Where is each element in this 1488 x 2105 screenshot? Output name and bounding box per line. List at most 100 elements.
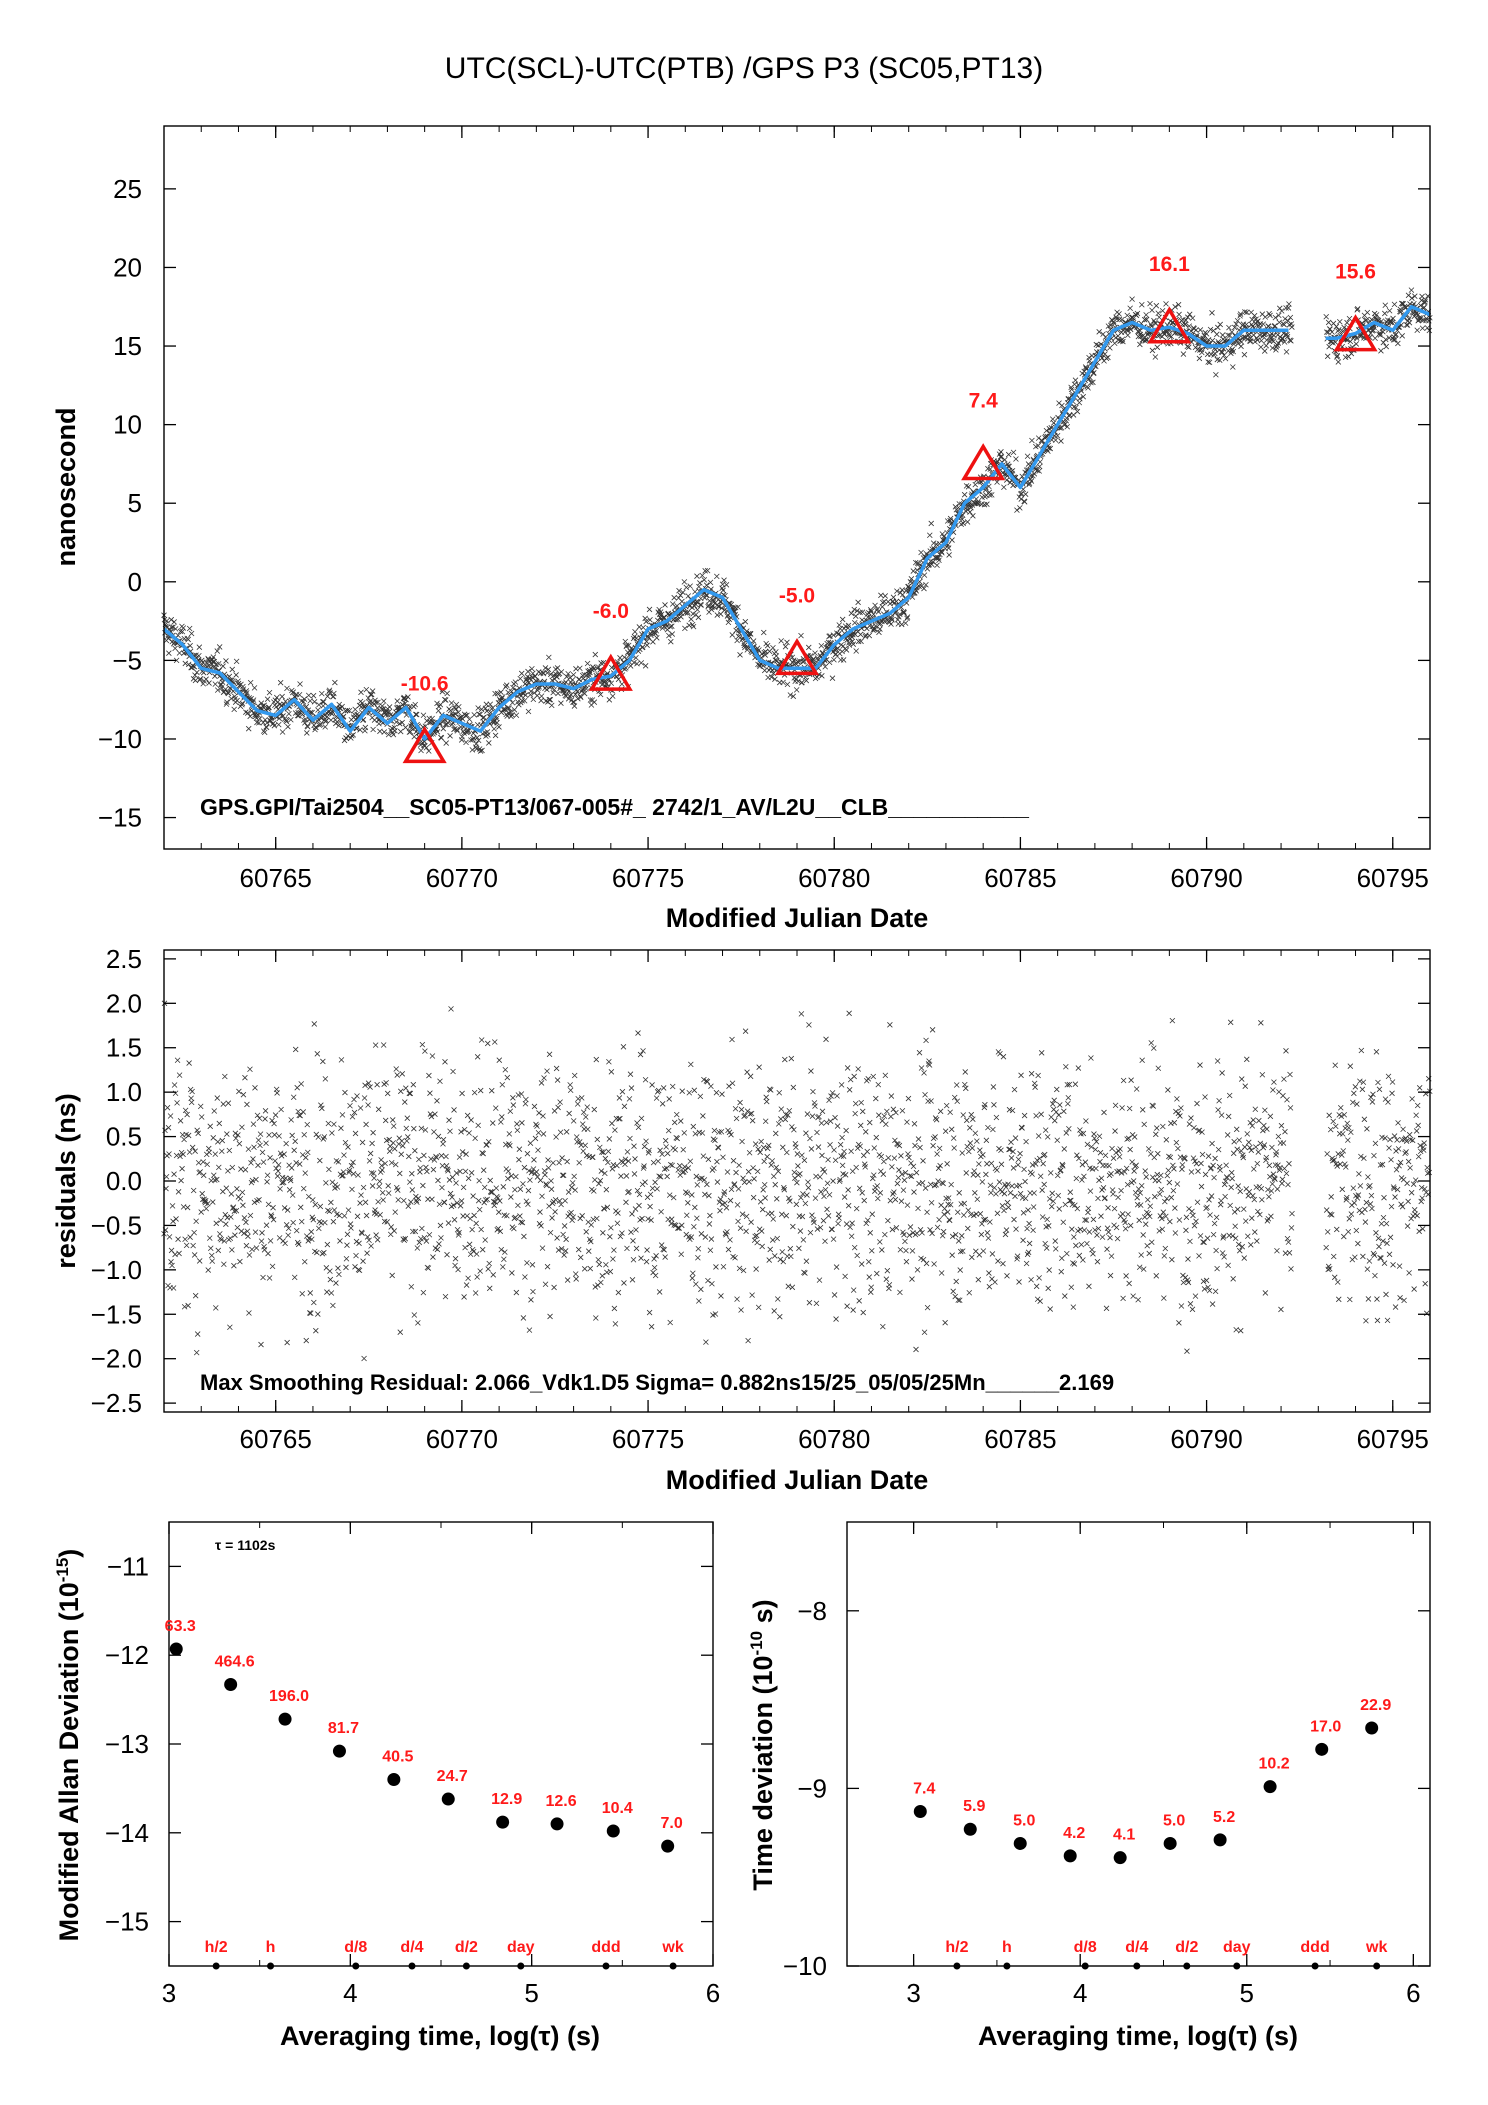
residual-point — [626, 1188, 632, 1195]
data-point — [1272, 323, 1278, 329]
data-point — [500, 706, 507, 713]
residual-point — [170, 1218, 176, 1225]
residual-point — [1145, 1146, 1152, 1152]
residual-point — [453, 1180, 459, 1186]
data-point — [1014, 507, 1020, 513]
residual-point — [1036, 1275, 1042, 1281]
residual-point — [259, 1230, 265, 1236]
data-point — [403, 696, 409, 703]
residual-point — [384, 1090, 391, 1097]
residual-point — [741, 1179, 748, 1186]
residual-point — [351, 1109, 358, 1116]
residual-point — [1124, 1136, 1130, 1142]
residual-point — [1148, 1239, 1155, 1246]
residual-point — [1046, 1267, 1052, 1273]
residual-point — [1257, 1140, 1264, 1147]
residual-point — [733, 1169, 739, 1176]
data-point — [1265, 323, 1272, 330]
residual-point — [422, 1048, 428, 1054]
data-point — [845, 622, 852, 629]
residual-point — [932, 1134, 938, 1140]
residual-point — [557, 1129, 564, 1136]
residual-point — [657, 1147, 663, 1154]
data-point — [1242, 334, 1249, 340]
residual-point — [1326, 1112, 1332, 1119]
residual-point — [572, 1187, 578, 1193]
residual-point — [482, 1237, 488, 1243]
residual-point — [1026, 1220, 1032, 1227]
residual-point — [231, 1208, 238, 1214]
data-point — [685, 593, 692, 599]
residual-point — [1274, 1186, 1281, 1192]
residual-point — [1254, 1238, 1260, 1244]
data-point — [1412, 293, 1418, 299]
residual-point — [933, 1116, 940, 1123]
residual-point — [631, 1171, 638, 1177]
data-point — [668, 623, 675, 629]
residual-point — [857, 1122, 864, 1129]
data-point — [1149, 307, 1155, 314]
residual-point — [984, 1161, 990, 1167]
residual-point — [1029, 1171, 1035, 1177]
residual-point — [1351, 1200, 1358, 1206]
residual-point — [1038, 1050, 1045, 1056]
data-point — [172, 626, 179, 632]
residual-point — [439, 1184, 445, 1191]
residual-point — [477, 1268, 483, 1274]
residual-point — [620, 1044, 627, 1050]
data-point — [1136, 329, 1142, 335]
residual-point — [367, 1150, 374, 1157]
residual-point — [1222, 1193, 1228, 1200]
residual-point — [814, 1129, 820, 1136]
residual-point — [1096, 1133, 1103, 1140]
data-point — [285, 723, 291, 730]
residual-point — [316, 1225, 322, 1232]
residual-point — [247, 1212, 254, 1219]
residual-point — [519, 1120, 525, 1126]
residual-point — [1157, 1191, 1163, 1197]
residual-point — [1253, 1144, 1259, 1150]
residual-point — [612, 1127, 618, 1133]
data-point — [407, 728, 414, 735]
residual-point — [600, 1230, 606, 1236]
residual-point — [456, 1154, 463, 1160]
residual-point — [850, 1307, 856, 1313]
residual-point — [553, 1134, 559, 1140]
data-point — [1283, 305, 1289, 311]
residual-point — [320, 1058, 326, 1065]
residual-point — [270, 1204, 276, 1211]
residual-point — [260, 1274, 266, 1281]
residual-point — [812, 1103, 818, 1109]
residual-point — [870, 1073, 877, 1080]
residual-point — [1076, 1155, 1082, 1162]
residual-point — [902, 1169, 909, 1176]
residual-point — [946, 1217, 953, 1224]
residual-point — [936, 1145, 943, 1152]
residual-point — [317, 1203, 324, 1210]
residual-point — [1286, 1160, 1292, 1167]
residual-point — [906, 1154, 912, 1161]
data-point — [1325, 319, 1332, 326]
data-point — [855, 599, 861, 606]
residual-point — [1287, 1071, 1293, 1078]
residual-point — [844, 1303, 850, 1309]
data-point — [485, 732, 491, 738]
data-point — [1199, 349, 1205, 356]
residual-point — [868, 1247, 875, 1254]
residual-point — [1326, 1265, 1333, 1272]
data-point — [609, 693, 616, 699]
residual-point — [425, 1196, 431, 1202]
residual-point — [803, 1258, 810, 1264]
residual-point — [1088, 1144, 1095, 1150]
residual-point — [862, 1164, 869, 1170]
residual-point — [234, 1186, 240, 1192]
residual-point — [1076, 1252, 1083, 1259]
residual-point — [717, 1196, 724, 1202]
data-point — [1380, 328, 1386, 335]
residual-point — [1230, 1276, 1236, 1282]
residual-point — [213, 1220, 220, 1227]
residual-point — [874, 1183, 881, 1189]
data-point — [546, 696, 553, 703]
residual-point — [403, 1125, 410, 1132]
data-point — [1149, 347, 1156, 354]
